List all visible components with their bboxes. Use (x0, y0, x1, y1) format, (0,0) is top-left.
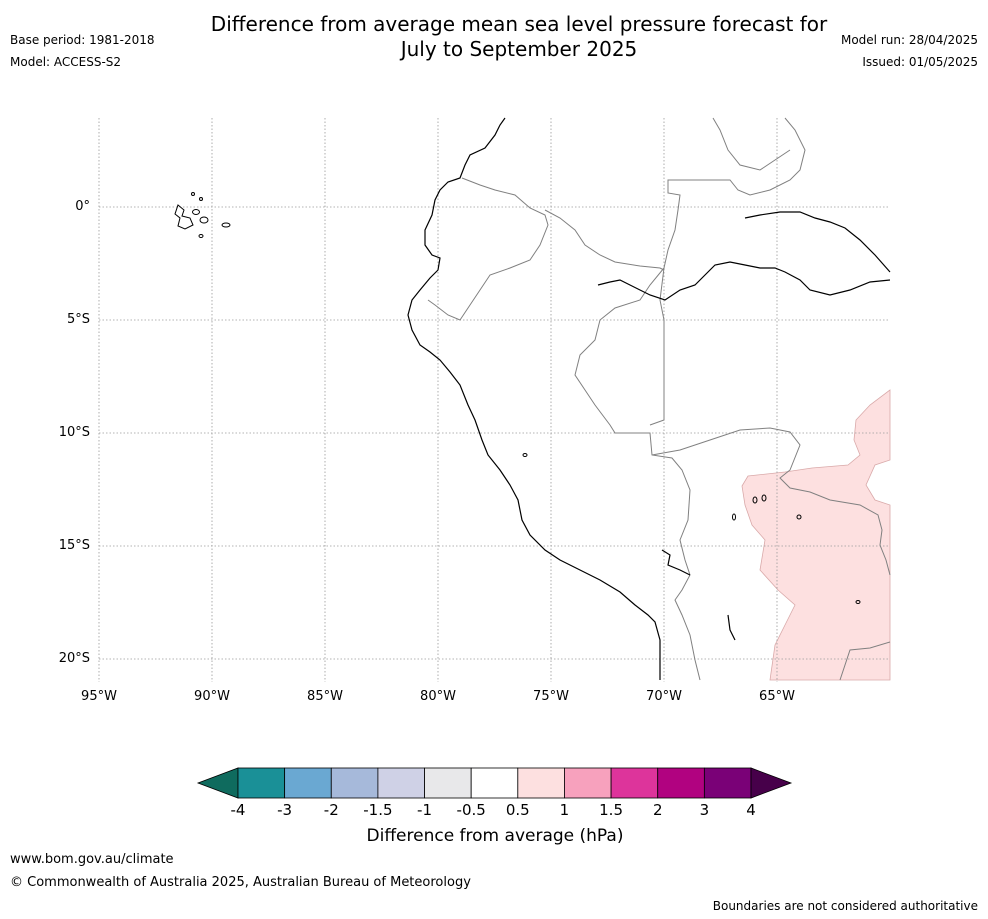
colorbar-tick-label: 1 (559, 801, 570, 819)
colorbar-extend-low (196, 767, 239, 799)
lon-label-65w: 65°W (759, 689, 795, 704)
colorbar-segment (330, 767, 379, 799)
colorbar-tick-label: -1 (417, 801, 433, 819)
colorbar-tick-label: 3 (699, 801, 710, 819)
colorbar (196, 767, 793, 799)
colorbar-segment (610, 767, 659, 799)
lon-label-80w: 80°W (420, 689, 456, 704)
colorbar-segment (377, 767, 425, 799)
map-canvas (98, 117, 891, 682)
footer-disclaimer: Boundaries are not considered authoritat… (712, 899, 978, 913)
coastlines (407, 117, 891, 680)
colorbar-title: Difference from average (hPa) (366, 826, 624, 846)
colorbar-segment (424, 767, 472, 799)
lon-label-85w: 85°W (307, 689, 343, 704)
lon-label-95w: 95°W (81, 689, 117, 704)
title-line-1: Difference from average mean sea level p… (210, 12, 828, 36)
colorbar-tick-label: 2 (652, 801, 663, 819)
positive-anomaly-region (741, 389, 891, 681)
model-name: Model: ACCESS-S2 (10, 55, 122, 69)
footer-url: www.bom.gov.au/climate (10, 852, 174, 867)
lat-label-5s: 5°S (66, 312, 90, 327)
lat-label-15s: 15°S (58, 538, 90, 553)
small-lakes (522, 453, 861, 604)
colorbar-tick-label: -0.5 (456, 801, 486, 819)
map-title: Difference from average mean sea level p… (150, 12, 888, 62)
colorbar-segment (470, 767, 519, 799)
colorbar-tick-label: 4 (746, 801, 756, 819)
model-run: Model run: 28/04/2025 (840, 33, 978, 47)
colorbar-tick-label: -2 (323, 801, 339, 819)
colorbar-tick-label: -3 (277, 801, 293, 819)
country-boundaries (427, 117, 891, 681)
lat-label-0: 0° (75, 199, 90, 214)
issued-date: Issued: 01/05/2025 (862, 55, 978, 69)
colorbar-segment (564, 767, 612, 799)
colorbar-tick-label: 1.5 (599, 801, 623, 819)
footer-copyright: © Commonwealth of Australia 2025, Austra… (10, 875, 471, 890)
colorbar-segment (657, 767, 705, 799)
colorbar-tick-label: -1.5 (363, 801, 393, 819)
lat-label-20s: 20°S (58, 651, 90, 666)
colorbar-segment (284, 767, 332, 799)
lon-label-70w: 70°W (646, 689, 682, 704)
colorbar-segment (517, 767, 565, 799)
lat-label-10s: 10°S (58, 425, 90, 440)
colorbar-tick-label: 0.5 (505, 801, 530, 819)
colorbar-tick-label: -4 (230, 801, 246, 819)
lon-label-75w: 75°W (533, 689, 569, 704)
base-period: Base period: 1981-2018 (10, 33, 155, 47)
meta-left: Base period: 1981-2018 Model: ACCESS-S2 (10, 29, 155, 73)
colorbar-segment (703, 767, 752, 799)
colorbar-segment (237, 767, 286, 799)
title-line-2: July to September 2025 (400, 37, 638, 61)
galapagos-islands (174, 192, 231, 238)
colorbar-extend-high (750, 767, 793, 799)
lon-label-90w: 90°W (194, 689, 230, 704)
meta-right: Model run: 28/04/2025 Issued: 01/05/2025 (841, 29, 978, 73)
graticule (98, 118, 890, 682)
